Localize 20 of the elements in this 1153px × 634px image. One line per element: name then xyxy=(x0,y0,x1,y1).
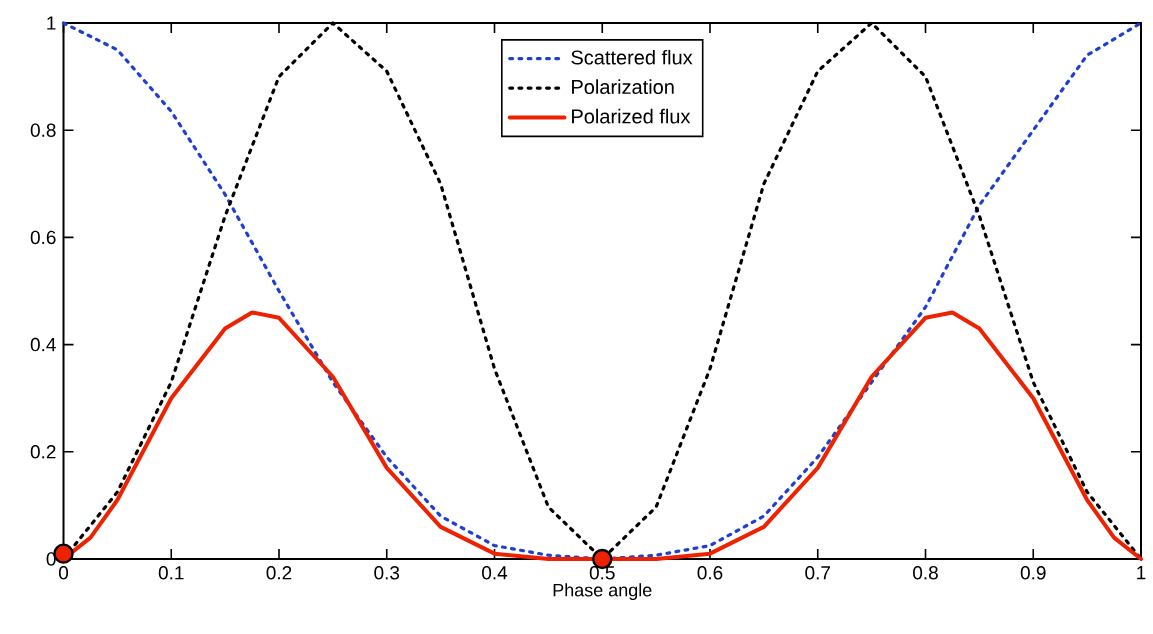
x-tick-label: 0.4 xyxy=(482,566,508,580)
y-tick-label: 0.6 xyxy=(30,230,56,245)
x-tick-label: 0.6 xyxy=(697,566,723,580)
x-tick-label: 0.7 xyxy=(805,566,831,580)
x-tick-label: 0 xyxy=(58,566,69,580)
x-tick-label: 0.5 xyxy=(589,566,615,580)
x-tick-label: 0.9 xyxy=(1020,566,1046,580)
x-tick-label: 1 xyxy=(1137,566,1146,580)
x-tick-label: 0.8 xyxy=(913,566,938,580)
legend-label: Polarization xyxy=(572,79,674,95)
x-tick-label: 0.3 xyxy=(374,566,400,580)
y-tick-label: 0.2 xyxy=(30,445,56,459)
x-tick-label: 0.2 xyxy=(266,566,292,580)
x-axis-title: Phase angle xyxy=(553,583,652,601)
legend-label: Polarized flux xyxy=(572,108,691,124)
y-tick-label: 0.4 xyxy=(30,337,56,352)
x-tick-label: 0.1 xyxy=(158,566,184,580)
legend-label: Scattered flux xyxy=(571,49,693,65)
y-tick-label: 1 xyxy=(47,16,56,30)
y-tick-label: 0.8 xyxy=(30,123,56,137)
